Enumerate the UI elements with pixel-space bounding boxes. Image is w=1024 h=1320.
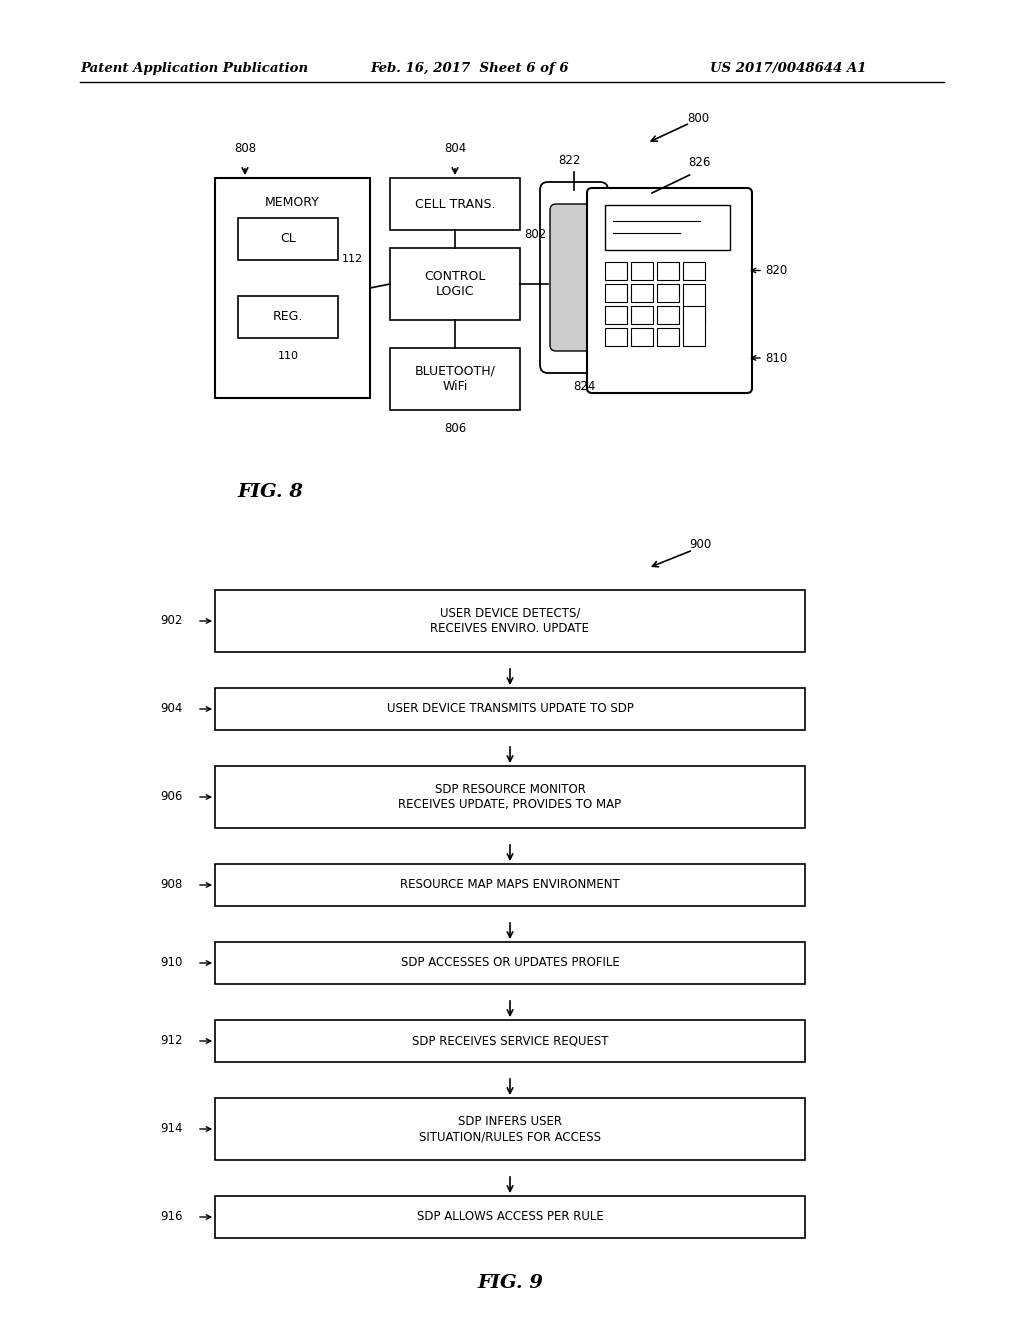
Bar <box>657 327 679 346</box>
Bar <box>683 306 705 346</box>
Text: USER DEVICE TRANSMITS UPDATE TO SDP: USER DEVICE TRANSMITS UPDATE TO SDP <box>387 702 634 715</box>
Text: RESOURCE MAP MAPS ENVIRONMENT: RESOURCE MAP MAPS ENVIRONMENT <box>400 879 620 891</box>
Bar <box>605 205 730 249</box>
Bar <box>683 261 705 280</box>
Bar <box>215 688 805 730</box>
Text: 916: 916 <box>160 1210 182 1224</box>
FancyBboxPatch shape <box>550 205 598 351</box>
Bar <box>657 306 679 323</box>
Text: 810: 810 <box>765 351 787 364</box>
Text: Patent Application Publication: Patent Application Publication <box>80 62 308 75</box>
Bar <box>215 942 805 983</box>
Bar <box>605 284 627 302</box>
Text: 904: 904 <box>160 702 182 715</box>
Text: 112: 112 <box>342 253 364 264</box>
Bar <box>605 327 627 346</box>
FancyBboxPatch shape <box>587 187 752 393</box>
Text: 826: 826 <box>688 157 711 169</box>
Text: 808: 808 <box>233 141 256 154</box>
Text: 110: 110 <box>278 351 299 360</box>
Text: 822: 822 <box>558 153 581 166</box>
Text: SDP INFERS USER
SITUATION/RULES FOR ACCESS: SDP INFERS USER SITUATION/RULES FOR ACCE… <box>419 1115 601 1143</box>
Text: 806: 806 <box>443 421 466 434</box>
Text: CELL TRANS.: CELL TRANS. <box>415 198 496 210</box>
Text: 908: 908 <box>160 879 182 891</box>
Bar <box>631 327 653 346</box>
Text: 910: 910 <box>160 957 182 969</box>
Text: 800: 800 <box>687 111 709 124</box>
Text: 902: 902 <box>160 615 182 627</box>
Text: SDP RESOURCE MONITOR
RECEIVES UPDATE, PROVIDES TO MAP: SDP RESOURCE MONITOR RECEIVES UPDATE, PR… <box>398 783 622 810</box>
Bar <box>657 284 679 302</box>
Text: SDP ACCESSES OR UPDATES PROFILE: SDP ACCESSES OR UPDATES PROFILE <box>400 957 620 969</box>
Bar <box>390 248 520 319</box>
Text: Feb. 16, 2017  Sheet 6 of 6: Feb. 16, 2017 Sheet 6 of 6 <box>370 62 568 75</box>
Text: USER DEVICE DETECTS/
RECEIVES ENVIRO. UPDATE: USER DEVICE DETECTS/ RECEIVES ENVIRO. UP… <box>430 607 590 635</box>
Text: 804: 804 <box>443 141 466 154</box>
Bar <box>215 766 805 828</box>
Text: 820: 820 <box>765 264 787 277</box>
Bar <box>631 261 653 280</box>
Bar <box>215 1020 805 1063</box>
Text: US 2017/0048644 A1: US 2017/0048644 A1 <box>710 62 866 75</box>
Text: FIG. 8: FIG. 8 <box>237 483 303 502</box>
Text: 912: 912 <box>160 1035 182 1048</box>
Text: 906: 906 <box>160 791 182 804</box>
Text: CL: CL <box>281 232 296 246</box>
Text: SDP ALLOWS ACCESS PER RULE: SDP ALLOWS ACCESS PER RULE <box>417 1210 603 1224</box>
Bar <box>605 261 627 280</box>
Bar <box>657 261 679 280</box>
Text: MEMORY: MEMORY <box>265 195 319 209</box>
Text: 900: 900 <box>689 539 711 552</box>
Text: 802: 802 <box>524 227 546 240</box>
FancyBboxPatch shape <box>540 182 608 374</box>
Bar <box>215 590 805 652</box>
Text: REG.: REG. <box>272 310 303 323</box>
Bar <box>390 178 520 230</box>
Text: BLUETOOTH/
WiFi: BLUETOOTH/ WiFi <box>415 366 496 393</box>
Text: CONTROL
LOGIC: CONTROL LOGIC <box>424 271 485 298</box>
Text: FIG. 9: FIG. 9 <box>477 1274 543 1292</box>
Bar <box>215 1196 805 1238</box>
Bar <box>238 296 338 338</box>
Bar <box>683 284 705 323</box>
Bar <box>215 865 805 906</box>
Text: SDP RECEIVES SERVICE REQUEST: SDP RECEIVES SERVICE REQUEST <box>412 1035 608 1048</box>
Text: 824: 824 <box>572 380 595 393</box>
Bar <box>215 178 370 399</box>
Bar <box>631 306 653 323</box>
Bar <box>631 284 653 302</box>
Bar <box>390 348 520 411</box>
Text: 914: 914 <box>160 1122 182 1135</box>
Bar <box>238 218 338 260</box>
Bar <box>605 306 627 323</box>
Bar <box>215 1098 805 1160</box>
